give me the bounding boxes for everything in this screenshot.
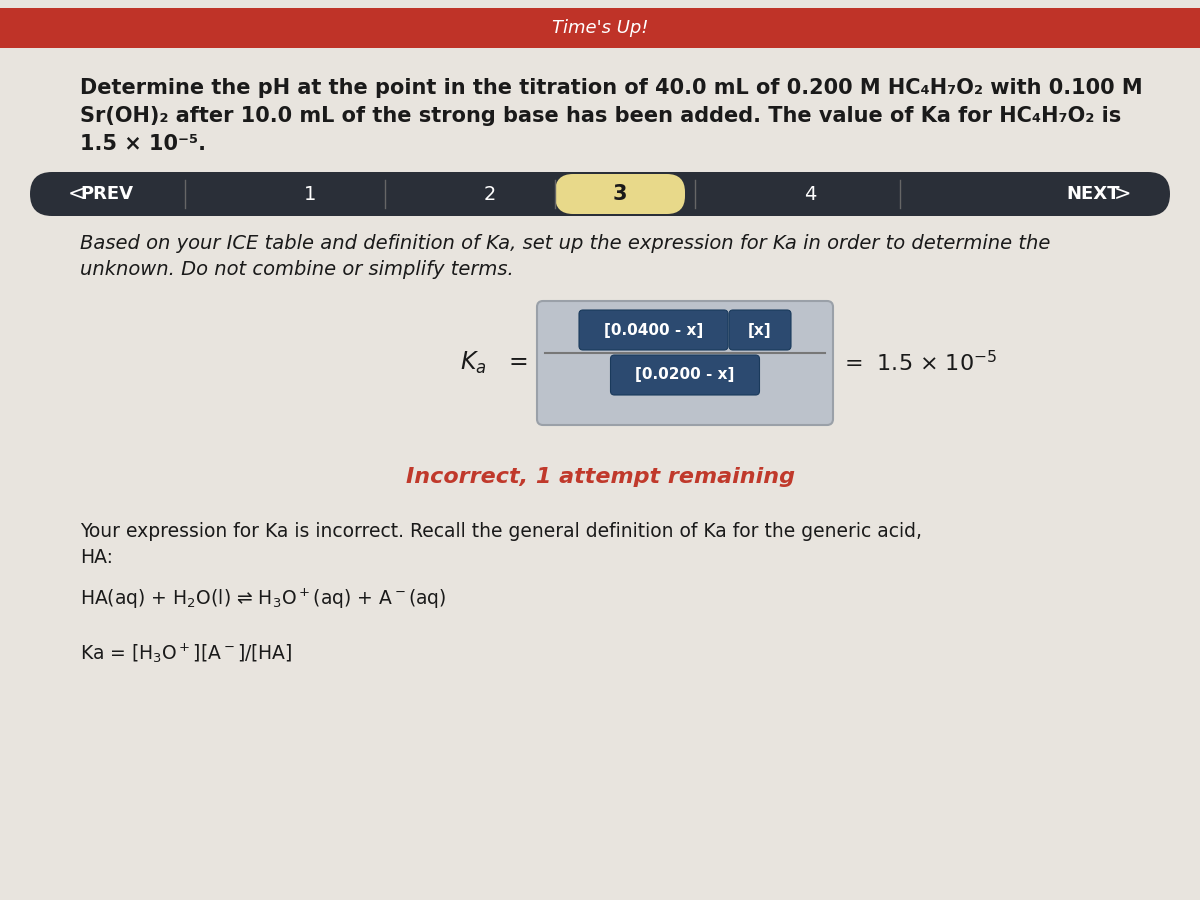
Text: Sr(OH)₂ after 10.0 mL of the strong base has been added. The value of Ka for HC₄: Sr(OH)₂ after 10.0 mL of the strong base…: [80, 106, 1121, 126]
FancyBboxPatch shape: [730, 310, 791, 350]
Text: PREV: PREV: [80, 185, 133, 203]
Text: HA:: HA:: [80, 548, 113, 567]
Text: Ka = [H$_3$O$^+$][A$^-$]/[HA]: Ka = [H$_3$O$^+$][A$^-$]/[HA]: [80, 642, 293, 665]
FancyBboxPatch shape: [554, 174, 685, 214]
Text: [0.0400 - x]: [0.0400 - x]: [604, 322, 703, 338]
Text: <: <: [68, 184, 85, 204]
Text: HA(aq) + H$_2$O(l) ⇌ H$_3$O$^+$(aq) + A$^-$(aq): HA(aq) + H$_2$O(l) ⇌ H$_3$O$^+$(aq) + A$…: [80, 587, 446, 611]
Text: 4: 4: [804, 184, 816, 203]
Text: Determine the pH at the point in the titration of 40.0 mL of 0.200 M HC₄H₇O₂ wit: Determine the pH at the point in the tit…: [80, 78, 1142, 98]
FancyBboxPatch shape: [538, 301, 833, 425]
Text: Based on your ICE table and definition of Ka, set up the expression for Ka in or: Based on your ICE table and definition o…: [80, 234, 1050, 253]
Text: =  1.5 × 10$^{-5}$: = 1.5 × 10$^{-5}$: [844, 350, 997, 375]
Text: Time's Up!: Time's Up!: [552, 19, 648, 37]
Bar: [0, 8, 1200, 48]
Text: 1: 1: [304, 184, 316, 203]
Text: Incorrect, 1 attempt remaining: Incorrect, 1 attempt remaining: [406, 467, 794, 487]
Text: >: >: [1115, 184, 1132, 204]
Text: 2: 2: [484, 184, 496, 203]
Text: Your expression for Ka is incorrect. Recall the general definition of Ka for the: Your expression for Ka is incorrect. Rec…: [80, 522, 922, 541]
Text: $K_a$   =: $K_a$ =: [460, 350, 528, 376]
Text: [x]: [x]: [748, 322, 772, 338]
Bar: [0, 0, 1200, 8]
FancyBboxPatch shape: [580, 310, 728, 350]
Text: 3: 3: [613, 184, 628, 204]
FancyBboxPatch shape: [30, 172, 1170, 216]
Text: [0.0200 - x]: [0.0200 - x]: [635, 367, 734, 382]
Text: unknown. Do not combine or simplify terms.: unknown. Do not combine or simplify term…: [80, 260, 514, 279]
Text: NEXT: NEXT: [1067, 185, 1120, 203]
FancyBboxPatch shape: [611, 355, 760, 395]
Text: 1.5 × 10⁻⁵.: 1.5 × 10⁻⁵.: [80, 134, 206, 154]
